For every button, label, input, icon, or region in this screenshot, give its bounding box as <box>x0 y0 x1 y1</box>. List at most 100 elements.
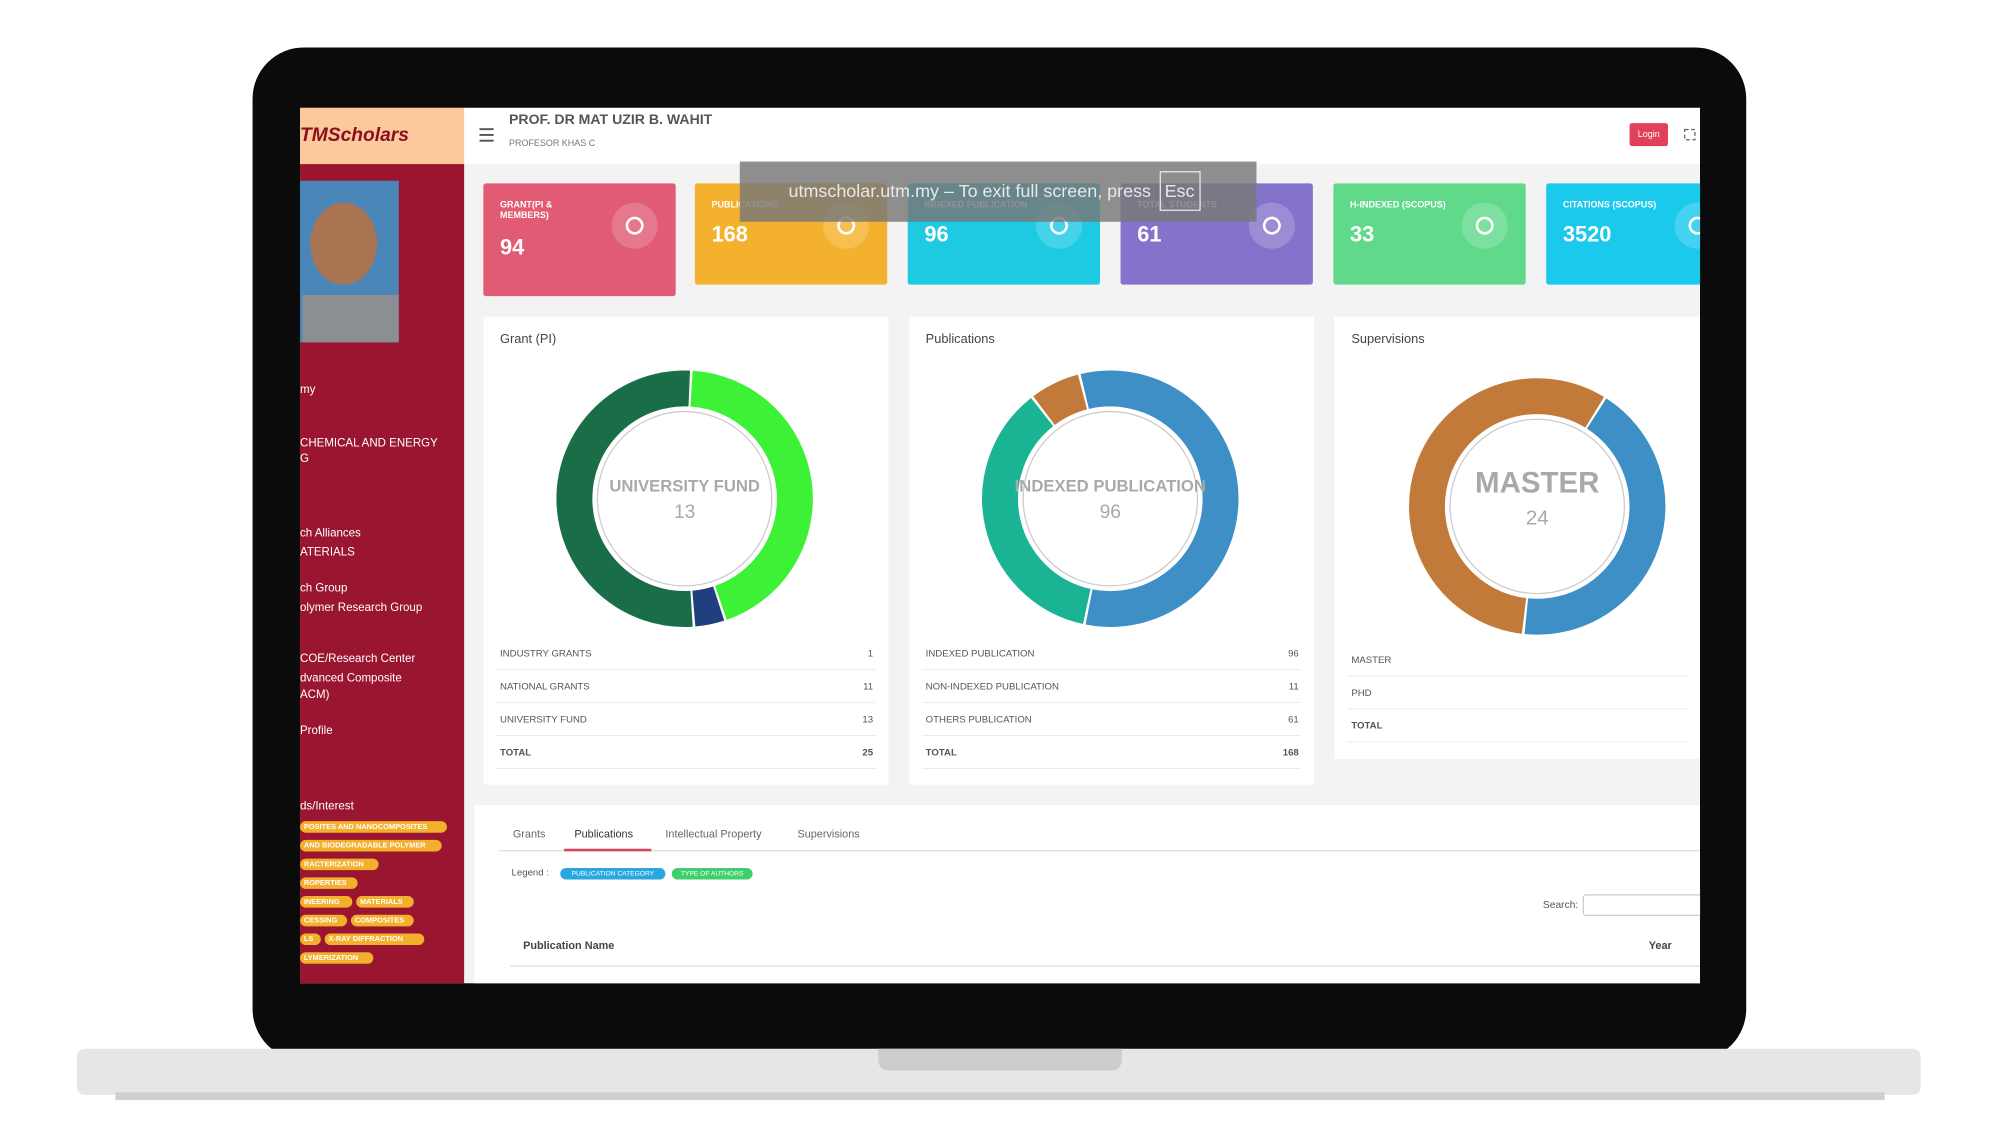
stat-value: 3520 <box>1563 222 1611 247</box>
interest-tag <box>300 858 379 871</box>
row-divider <box>1347 708 1688 710</box>
donut-segment <box>1524 398 1666 635</box>
tab[interactable]: Grants <box>513 829 546 841</box>
stat-value: 61 <box>1137 222 1161 247</box>
stat-icon <box>1461 202 1508 249</box>
donut-segment <box>556 370 693 627</box>
stat-value: 33 <box>1350 222 1374 247</box>
stat-icon <box>1248 202 1295 249</box>
tab[interactable]: Publications <box>574 829 633 841</box>
table-row-value: 168 <box>1283 747 1300 758</box>
table-row-value: 11 <box>1289 681 1299 692</box>
fullscreen-icon[interactable] <box>1684 128 1696 141</box>
table-row-label: INDUSTRY GRANTS <box>500 648 591 659</box>
table-row-label: INDEXED PUBLICATION <box>926 648 1035 659</box>
interest-tag <box>300 914 348 927</box>
esc-key <box>1159 171 1201 211</box>
stat-card <box>1546 183 1701 285</box>
row-divider <box>496 669 876 671</box>
row-divider <box>496 768 876 769</box>
table-row-label: NON-INDEXED PUBLICATION <box>926 681 1059 692</box>
row-divider <box>921 768 1302 769</box>
esc-key-text: Esc <box>1165 181 1195 201</box>
laptop-notch <box>878 1048 1122 1071</box>
login-button[interactable] <box>1629 123 1669 147</box>
table-row-value: 1 <box>868 648 873 659</box>
stat-value: 168 <box>712 222 748 247</box>
panel-title: Publications <box>926 331 995 346</box>
stat-icon-glyph <box>1475 216 1494 235</box>
interest-tag-text: ROPERTIES <box>304 878 347 887</box>
donut-center-value: 13 <box>674 502 695 523</box>
stat-icon-glyph <box>1688 216 1701 235</box>
row-divider <box>921 702 1302 703</box>
tab[interactable]: Intellectual Property <box>665 829 762 841</box>
stat-label: GRANT(PI & <box>500 200 553 210</box>
interest-tag-text: POSITES AND NANOCOMPOSITES <box>304 822 427 831</box>
donut-segment <box>982 397 1092 624</box>
stat-icon-glyph <box>1262 216 1281 235</box>
table-row-label: TOTAL <box>926 747 957 758</box>
stat-icon <box>1674 202 1701 249</box>
table-row-label: UNIVERSITY FUND <box>500 714 587 725</box>
donut-segment <box>1409 378 1605 634</box>
donut-segment <box>1080 370 1239 627</box>
stat-label: MEMBERS) <box>500 210 549 220</box>
sidebar-text: my <box>300 384 316 396</box>
table-row-value: 13 <box>862 714 873 725</box>
login-text[interactable]: Login <box>1638 129 1660 139</box>
interest-tag-text: RACTERIZATION <box>304 859 364 868</box>
donut-segment <box>1033 374 1088 426</box>
photo-face <box>310 202 377 285</box>
search-label: Search: <box>1543 900 1578 911</box>
legend-badge-text: TYPE OF AUTHORS <box>681 871 744 878</box>
row-divider <box>921 669 1302 671</box>
profile-name: PROF. DR MAT UZIR B. WAHIT <box>509 111 713 127</box>
interest-tag <box>300 896 353 908</box>
panel-title: Supervisions <box>1351 331 1424 346</box>
donut-inner-ring <box>1022 410 1199 587</box>
interest-tag-text: LS <box>304 934 314 943</box>
table-row-label: TOTAL <box>1351 721 1382 732</box>
interest-tag <box>356 896 414 908</box>
table-header[interactable]: Publication Name <box>523 940 614 952</box>
menu-icon[interactable] <box>479 128 494 131</box>
table-row-label: OTHERS PUBLICATION <box>926 714 1032 725</box>
legend-label: Legend : <box>512 868 549 879</box>
stat-icon-glyph <box>625 216 644 235</box>
donut-center-value: 96 <box>1100 502 1121 523</box>
tab[interactable]: Supervisions <box>797 829 860 841</box>
sidebar-text: COE/Research Center <box>300 653 415 665</box>
row-divider <box>496 735 876 736</box>
interest-tag <box>350 914 414 927</box>
interest-tag <box>300 952 374 964</box>
table-row-label: PHD <box>1351 688 1371 699</box>
donut-inner-ring <box>1449 418 1626 595</box>
table-row-label: TOTAL <box>500 747 531 758</box>
table-row-label: MASTER <box>1351 655 1391 666</box>
panel-title: Grant (PI) <box>500 331 556 346</box>
sidebar-text: ds/Interest <box>300 800 355 812</box>
active-tab-underline <box>564 848 652 852</box>
sidebar-text: ATERIALS <box>300 547 355 559</box>
sidebar-text: CHEMICAL AND ENERGY <box>300 438 438 450</box>
search-input[interactable] <box>1582 894 1705 917</box>
interest-tag-text: COMPOSITES <box>355 916 405 925</box>
donut-center-label: UNIVERSITY FUND <box>609 477 760 496</box>
donut-center-value: 24 <box>1526 507 1549 530</box>
donut-center-label: MASTER <box>1475 466 1599 499</box>
donut-segment <box>690 370 813 620</box>
row-divider <box>1347 675 1688 677</box>
sidebar-text: olymer Research Group <box>300 602 422 614</box>
table-header[interactable]: Year <box>1649 940 1673 952</box>
table-row-value: 61 <box>1288 714 1299 725</box>
interest-tag <box>300 877 358 889</box>
menu-icon[interactable] <box>479 133 494 136</box>
sidebar-text: G <box>300 453 309 465</box>
interest-tag-text: AND BIODEGRADABLE POLYMER <box>304 841 426 850</box>
donut-center-label: INDEXED PUBLICATION <box>1015 477 1206 496</box>
sidebar-text: dvanced Composite <box>300 672 402 684</box>
table-header-line <box>510 965 1701 967</box>
menu-icon[interactable] <box>479 139 494 142</box>
